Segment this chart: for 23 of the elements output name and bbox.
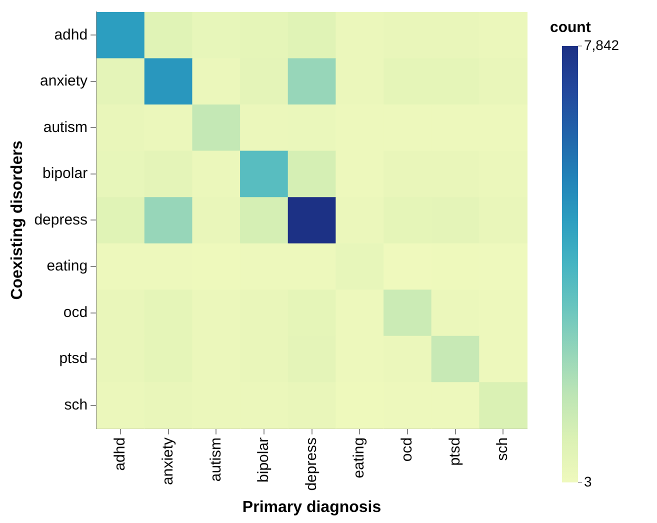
x-tick-label: depress xyxy=(302,437,320,491)
y-tick-label: bipolar xyxy=(42,165,88,182)
y-tick-label: autism xyxy=(43,118,88,136)
x-tick-label: ocd xyxy=(398,437,416,462)
y-tick-label: adhd xyxy=(54,26,88,44)
x-tick-label: sch xyxy=(494,437,512,461)
x-tick-label: adhd xyxy=(112,437,129,471)
x-tick-label: ptsd xyxy=(446,437,464,466)
x-tick-label: autism xyxy=(207,437,224,482)
x-tick-label: bipolar xyxy=(255,437,272,482)
y-tick-label: ptsd xyxy=(59,350,88,368)
y-axis-title: Coexisting disorders xyxy=(9,140,26,300)
y-tick-label: anxiety xyxy=(40,72,88,90)
color-bar-label: 3 xyxy=(584,473,592,490)
y-tick-label: sch xyxy=(64,396,88,414)
y-tick-label: depress xyxy=(34,211,88,228)
color-bar-title: count xyxy=(550,19,591,36)
x-tick-label: eating xyxy=(350,437,368,478)
x-tick-label: anxiety xyxy=(159,436,176,485)
y-tick-label: ocd xyxy=(63,304,88,321)
x-axis-title: Primary diagnosis xyxy=(242,498,382,516)
color-bar-label: 7,842 xyxy=(584,36,620,53)
y-tick-label: eating xyxy=(46,258,88,275)
